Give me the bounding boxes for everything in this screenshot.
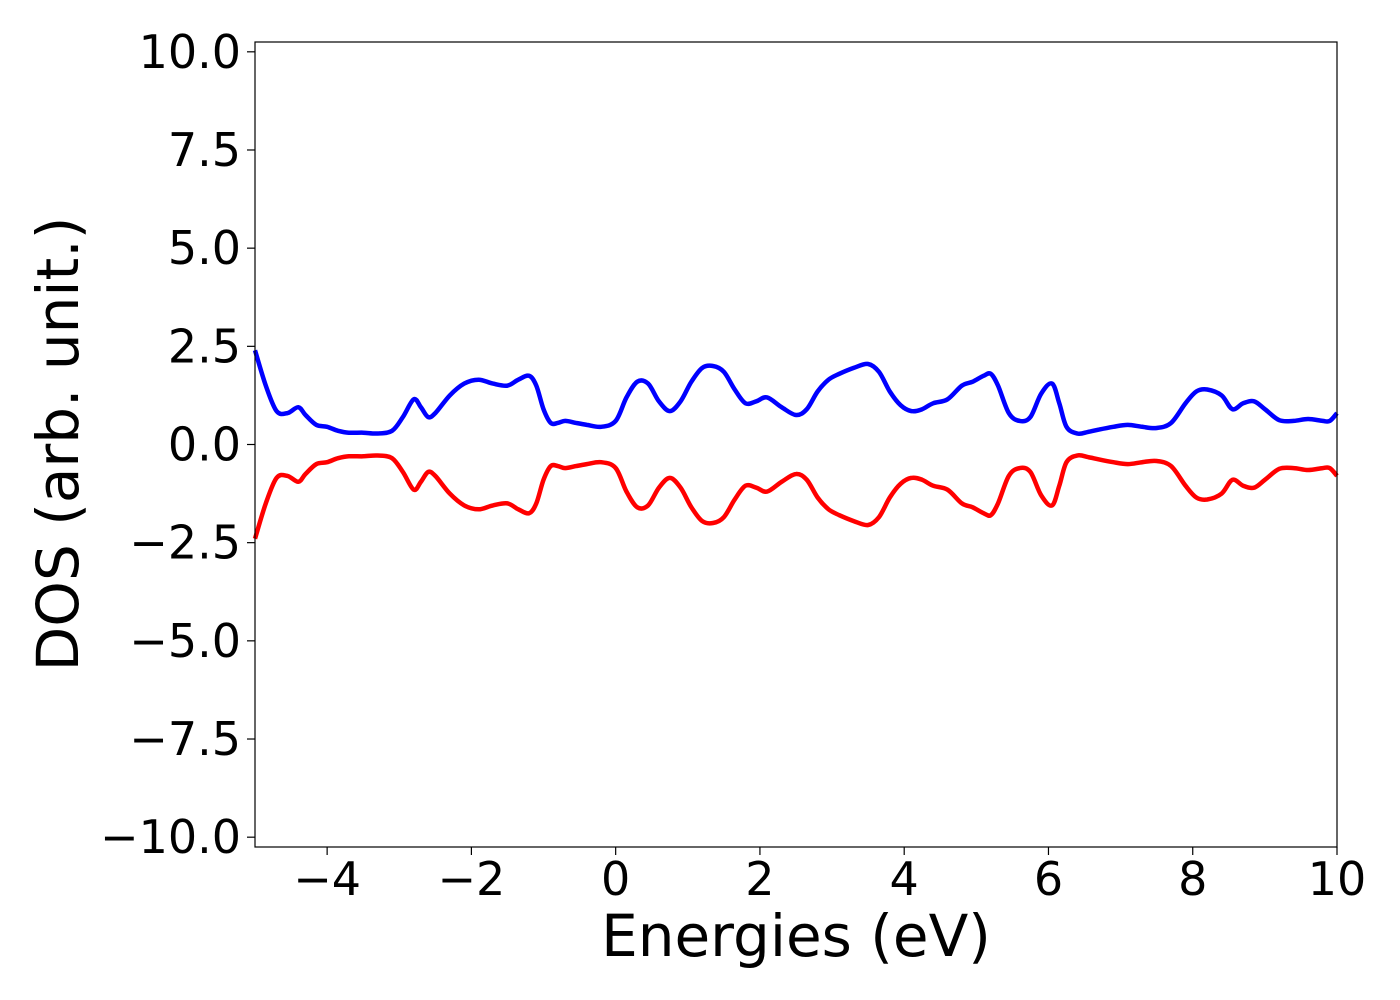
y-tick-label: 0.0 — [168, 418, 241, 472]
series-line-1 — [252, 453, 1339, 540]
y-tick-label: −5.0 — [129, 614, 241, 668]
x-tick-label: 10 — [1308, 852, 1367, 906]
y-tick-label: 2.5 — [168, 319, 241, 373]
x-tick-label: 0 — [601, 852, 630, 906]
y-tick-label: 5.0 — [168, 221, 241, 275]
y-tick-label: 10.0 — [139, 25, 241, 79]
y-tick-label: 7.5 — [168, 123, 241, 177]
series-layer — [252, 349, 1339, 540]
y-axis: 10.0 7.5 5.0 2.5 0.0 −2.5 −5.0 −7.5 −10.0 — [100, 25, 255, 864]
x-tick-label: −4 — [293, 852, 361, 906]
y-tick-label: −7.5 — [129, 712, 241, 766]
x-tick-label: 4 — [890, 852, 919, 906]
x-tick-label: 8 — [1178, 852, 1207, 906]
y-tick-label: −10.0 — [100, 810, 241, 864]
x-tick-label: −2 — [437, 852, 505, 906]
plot-frame — [254, 41, 1338, 848]
x-tick-label: 6 — [1034, 852, 1063, 906]
x-axis: −4 −2 0 2 4 6 8 10 — [293, 847, 1366, 906]
x-tick-label: 2 — [745, 852, 774, 906]
y-tick-label: −2.5 — [129, 516, 241, 570]
x-axis-title: Energies (eV) — [601, 902, 991, 970]
y-axis-title: DOS (arb. unit.) — [24, 217, 92, 672]
series-line-0 — [252, 349, 1339, 436]
